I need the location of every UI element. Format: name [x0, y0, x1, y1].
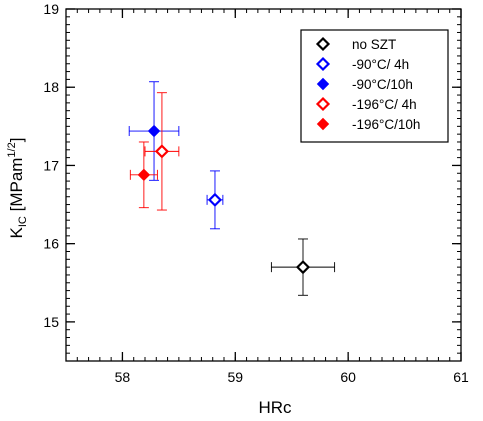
axes: 58 59 60 61 15 16 17 18 19 — [43, 1, 469, 385]
legend-marker — [316, 117, 330, 131]
data-point — [137, 168, 151, 182]
legend-label: -90°C/ 4h — [352, 57, 409, 72]
data-point — [147, 124, 161, 138]
y-tick-label: 19 — [43, 1, 59, 17]
series-2 — [128, 81, 180, 181]
legend-marker — [316, 77, 330, 91]
data-point — [154, 144, 169, 159]
legend-label: -196°C/ 4h — [352, 97, 417, 112]
x-tick-label: 58 — [115, 369, 131, 385]
data-point — [295, 260, 311, 275]
x-tick-label: 59 — [227, 369, 243, 385]
legend-label: no SZT — [352, 37, 396, 52]
x-tick-label: 60 — [340, 369, 356, 385]
legend: no SZT -90°C/ 4h -90°C/10h -196°C/ 4h -196… — [300, 29, 449, 143]
legend-marker — [315, 56, 331, 72]
y-axis-title-rest: [MPam — [7, 158, 26, 217]
data-marks — [128, 81, 336, 296]
series-0 — [270, 238, 336, 296]
series-4 — [129, 141, 158, 209]
x-axis-title: HRc — [258, 398, 292, 417]
y-axis-title-sub: IC — [17, 216, 29, 227]
y-axis-title-end: ] — [7, 138, 26, 143]
y-axis-title-sup: 1/2 — [6, 142, 18, 157]
legend-label: -196°C/10h — [352, 117, 420, 132]
data-point — [207, 192, 223, 207]
y-tick-label: 15 — [43, 314, 59, 330]
x-tick-label: 61 — [453, 369, 469, 385]
y-axis-title-main: K — [7, 226, 26, 238]
series-1 — [206, 170, 224, 230]
plot-frame — [65, 8, 462, 362]
legend-label: -90°C/10h — [352, 77, 413, 92]
legend-marker — [315, 96, 331, 112]
legend-marker — [315, 36, 331, 52]
y-tick-label: 18 — [43, 79, 59, 95]
y-tick-label: 17 — [43, 157, 59, 173]
series-3 — [144, 92, 180, 211]
y-axis-title: KIC [MPam1/2] — [6, 138, 29, 239]
y-tick-label: 16 — [43, 236, 59, 252]
